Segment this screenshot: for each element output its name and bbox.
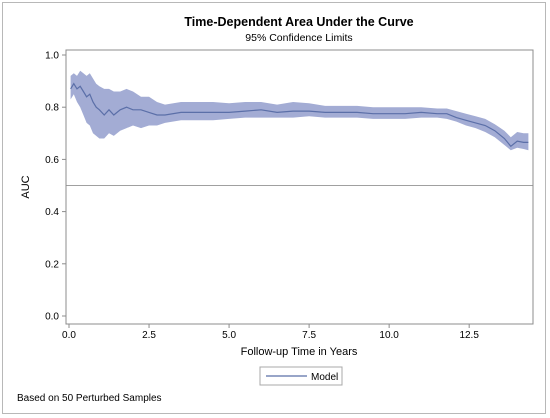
x-tick-label: 10.0 — [379, 330, 399, 341]
plot-border — [65, 49, 534, 325]
x-tick-label: 0.0 — [62, 330, 76, 341]
y-tick-label: 0.4 — [45, 207, 59, 218]
chart-frame: Time-Dependent Area Under the Curve 95% … — [2, 2, 546, 414]
x-tick-label: 7.5 — [302, 330, 316, 341]
chart-subtitle: 95% Confidence Limits — [245, 32, 352, 44]
y-tick-label: 0.0 — [45, 312, 59, 323]
x-tick-label: 2.5 — [142, 330, 156, 341]
chart-svg: Time-Dependent Area Under the Curve 95% … — [17, 15, 534, 404]
legend: Model — [259, 366, 343, 386]
legend-model-label: Model — [311, 372, 338, 383]
y-tick-label: 1.0 — [45, 51, 59, 62]
y-tick-label: 0.2 — [45, 259, 59, 270]
footnote: Based on 50 Perturbed Samples — [17, 393, 162, 404]
series-line-0 — [70, 82, 529, 148]
chart-title: Time-Dependent Area Under the Curve — [184, 15, 413, 29]
y-tick-label: 0.8 — [45, 103, 59, 114]
x-tick-label: 5.0 — [222, 330, 236, 341]
y-axis-label: AUC — [20, 175, 32, 198]
x-axis-label: Follow-up Time in Years — [241, 346, 358, 358]
y-tick-label: 0.6 — [45, 155, 59, 166]
x-tick-label: 12.5 — [459, 330, 479, 341]
